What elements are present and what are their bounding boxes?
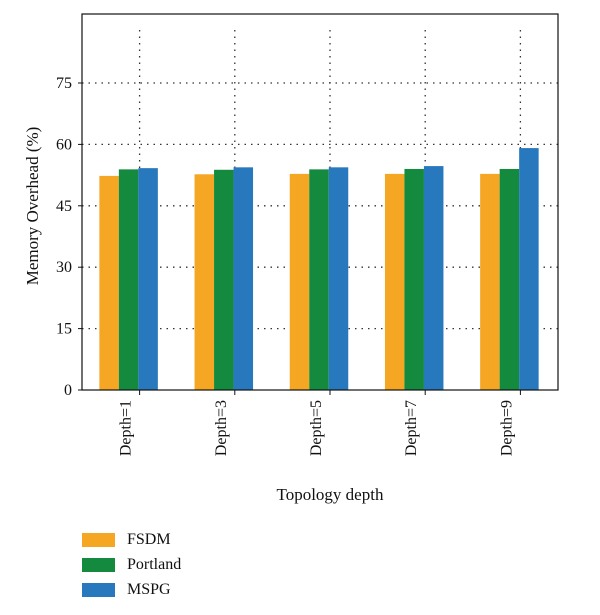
y-tick-labels: 0 15 30 45 60 75	[56, 75, 72, 399]
y-tick-label: 15	[56, 321, 72, 338]
legend-label-mspg: MSPG	[127, 580, 171, 598]
y-tick-label: 75	[56, 75, 72, 92]
bar-fsdm-depth1	[99, 175, 119, 390]
chart: 0 15 30 45 60 75 Depth=1 Depth=3 Depth=5 Depth=7…	[23, 13, 559, 504]
x-axis-title: Topology depth	[277, 485, 384, 504]
y-tick-label: 60	[56, 136, 72, 153]
bar-mspg-depth3	[233, 167, 254, 390]
legend-item-mspg: MSPG	[82, 577, 181, 602]
bar-fsdm-depth9	[480, 173, 500, 390]
bar-portland-depth3	[214, 169, 234, 390]
legend-swatch-portland	[82, 557, 115, 572]
y-tick-label: 0	[64, 382, 72, 399]
legend-item-fsdm: FSDM	[82, 527, 181, 552]
legend-label-portland: Portland	[127, 555, 182, 573]
bar-mspg-depth9	[519, 148, 539, 390]
bar-portland-depth5	[309, 169, 329, 390]
bar-portland-depth1	[118, 169, 139, 390]
y-tick-label: 30	[56, 259, 72, 276]
x-tick-labels: Depth=1 Depth=3 Depth=5 Depth=7 Depth=9	[118, 400, 516, 456]
bar-mspg-depth1	[138, 168, 158, 390]
x-tick-label: Depth=5	[308, 400, 325, 456]
bar-mspg-depth5	[328, 167, 349, 390]
bar-mspg-depth7	[423, 166, 444, 390]
x-tick-label: Depth=1	[118, 400, 135, 456]
bar-fsdm-depth3	[194, 174, 215, 390]
x-tick-label: Depth=9	[498, 400, 515, 456]
plot-frame	[81, 13, 559, 391]
y-axis-title: Memory Overhead (%)	[23, 127, 42, 286]
legend-label-fsdm: FSDM	[127, 530, 171, 548]
legend-item-portland: Portland	[82, 552, 181, 577]
x-tick-label: Depth=3	[213, 400, 230, 456]
y-tick-label: 45	[56, 198, 72, 215]
legend-swatch-fsdm	[82, 532, 115, 547]
bar-portland-depth9	[499, 168, 520, 390]
x-tick-label: Depth=7	[403, 400, 420, 456]
bars	[99, 148, 539, 390]
axes	[78, 13, 559, 395]
legend: FSDM Portland MSPG	[82, 527, 181, 602]
bar-fsdm-depth7	[384, 173, 405, 390]
bar-portland-depth7	[404, 168, 424, 390]
bar-fsdm-depth5	[289, 173, 310, 390]
legend-swatch-mspg	[82, 582, 115, 597]
